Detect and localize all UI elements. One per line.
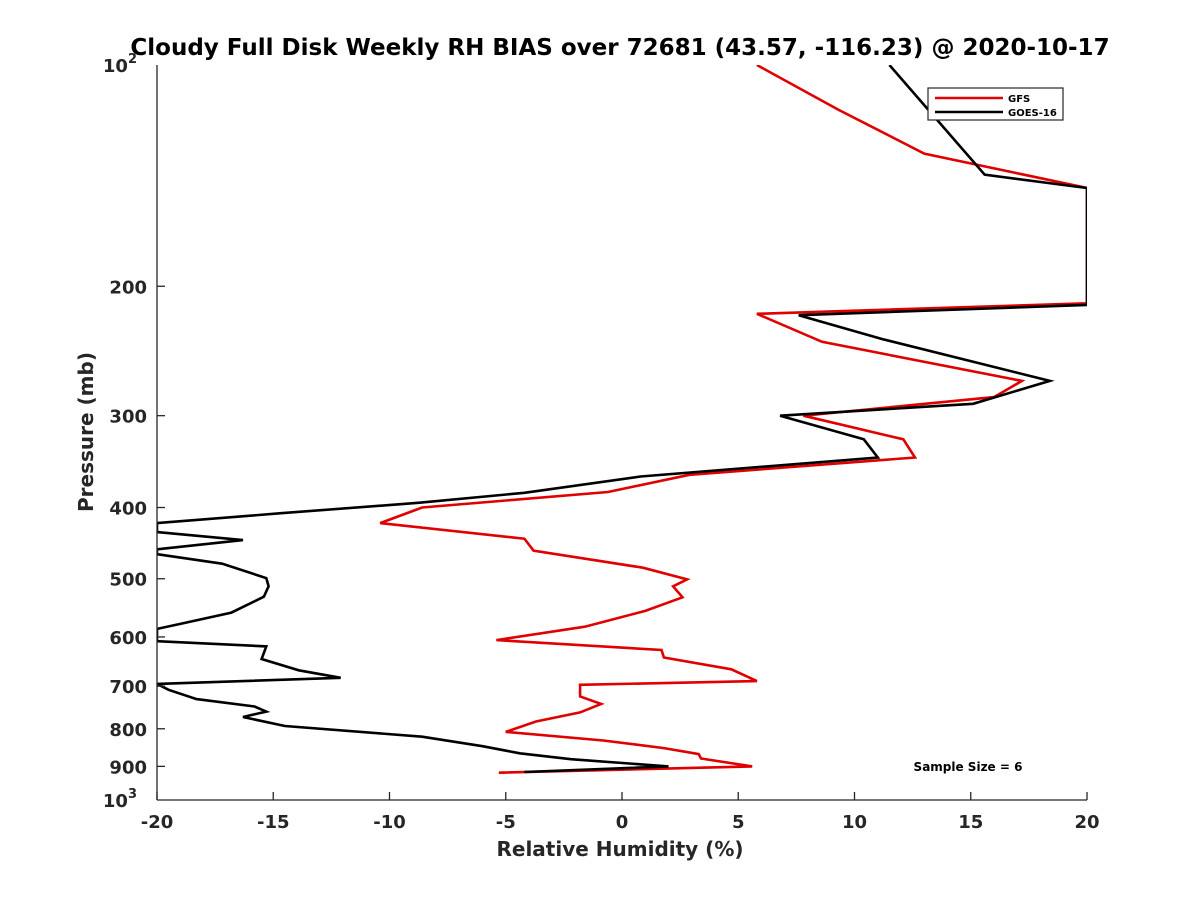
y-tick-label: 300: [109, 407, 147, 428]
series-line-goes-16: [157, 65, 1087, 774]
x-tick-label: -20: [141, 812, 174, 833]
x-tick-label: -15: [257, 812, 290, 833]
series-line-gfs: [379, 65, 1087, 774]
x-tick-label: -5: [496, 812, 516, 833]
sample-size-annotation: Sample Size = 6: [914, 760, 1023, 774]
legend-label: GOES-16: [1008, 108, 1057, 119]
x-axis-label: Relative Humidity (%): [496, 837, 743, 861]
x-tick-label: 0: [616, 812, 629, 833]
y-tick-label: 600: [109, 628, 147, 649]
y-tick-label: 200: [109, 277, 147, 298]
y-tick-label: 102: [103, 52, 137, 77]
legend: GFS GOES-16: [927, 87, 1064, 121]
legend-box: [927, 87, 1064, 121]
chart-title: Cloudy Full Disk Weekly RH BIAS over 726…: [130, 35, 1109, 61]
x-tick-label: 20: [1074, 812, 1099, 833]
x-tick-label: 10: [842, 812, 867, 833]
x-tick-label: 5: [732, 812, 745, 833]
y-tick-label: 700: [109, 677, 147, 698]
ticks-layer: -20 -15 -10 -5 0 5 10 15 20 102 200 300 400 500 600 700…: [103, 52, 1100, 833]
x-tick-label: -10: [373, 812, 406, 833]
series-layer: [157, 65, 1087, 774]
axes-layer: [156, 65, 1087, 801]
x-tick-label: 15: [958, 812, 983, 833]
y-tick-label: 500: [109, 570, 147, 591]
legend-label: GFS: [1008, 94, 1030, 105]
y-tick-label: 800: [109, 720, 147, 741]
y-tick-label: 103: [103, 787, 137, 812]
y-axis-label: Pressure (mb): [74, 352, 98, 512]
y-tick-label: 400: [109, 499, 147, 520]
y-tick-label: 900: [109, 757, 147, 778]
